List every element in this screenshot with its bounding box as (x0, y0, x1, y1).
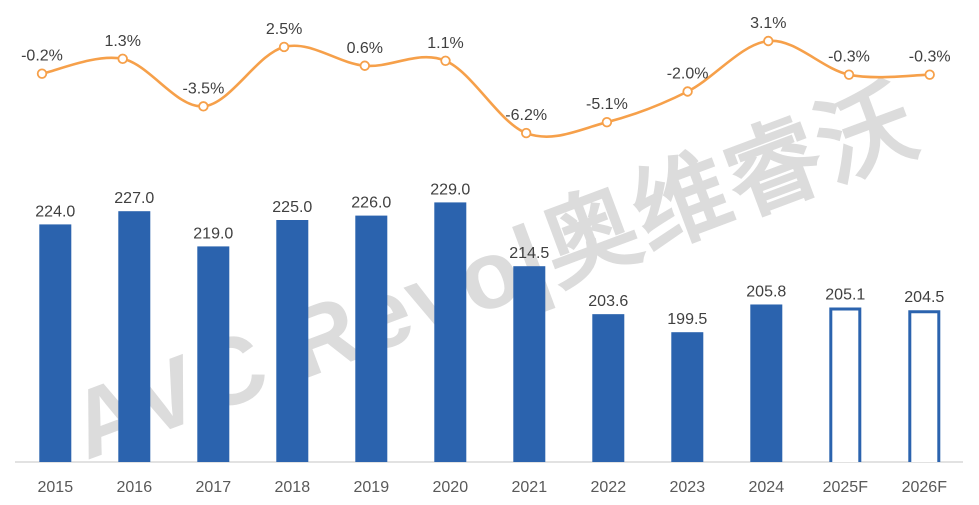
bar-value-label: 203.6 (588, 293, 628, 310)
line-marker-2023 (682, 86, 693, 97)
line-marker-2015 (36, 68, 48, 79)
bar-2024 (750, 304, 783, 462)
line-marker-2024 (763, 35, 774, 47)
bar-value-label: 205.8 (746, 283, 786, 300)
x-axis-label-2015: 2015 (38, 479, 74, 496)
yoy-line (40, 39, 931, 138)
x-axis-label-2020: 2020 (433, 479, 469, 496)
bar-value-label: 205.1 (825, 287, 865, 304)
line-value-label: 0.6% (347, 40, 383, 57)
x-axis-label-2025F: 2025F (823, 479, 869, 496)
bar-value-label: 225.0 (272, 199, 312, 216)
bar-2020 (434, 202, 467, 462)
bar-2023 (671, 332, 704, 462)
x-axis-label-2018: 2018 (275, 479, 311, 496)
line-value-label: -3.5% (183, 80, 225, 97)
x-axis-label-2022: 2022 (591, 479, 627, 496)
bar-value-label: 226.0 (351, 195, 391, 212)
x-axis-label-2021: 2021 (512, 479, 548, 496)
x-axis-label-2024: 2024 (749, 479, 785, 496)
bar-forecast-2025F (829, 307, 862, 462)
bar-2019 (355, 215, 388, 462)
x-axis-label-2017: 2017 (196, 479, 232, 496)
x-axis-label-2019: 2019 (354, 479, 390, 496)
line-value-label: -0.3% (828, 49, 870, 66)
bar-value-label: 199.5 (667, 311, 707, 328)
line-value-label: 1.3% (104, 33, 140, 50)
line-marker-2025F (843, 69, 855, 80)
bar-value-label: 204.5 (904, 289, 944, 306)
line-value-label: 1.1% (427, 35, 463, 52)
line-marker-2019 (359, 60, 371, 71)
x-axis-label-2023: 2023 (670, 479, 706, 496)
line-value-label: -5.1% (586, 96, 628, 113)
line-marker-2022 (601, 116, 613, 128)
bar-2021 (513, 266, 546, 462)
line-value-label: -0.3% (909, 49, 951, 66)
line-marker-2016 (117, 53, 128, 65)
bar-value-label: 224.0 (35, 203, 75, 220)
bar-2018 (276, 220, 309, 462)
bar-value-label: 219.0 (193, 225, 233, 242)
bar-2017 (197, 246, 230, 462)
bar-2015 (39, 224, 72, 462)
line-value-label: -2.0% (667, 66, 709, 83)
bar-forecast-2026F (908, 310, 941, 462)
line-value-label: -0.2% (21, 48, 63, 65)
line-value-label: 3.1% (750, 15, 786, 32)
line-marker-2026F (924, 69, 935, 80)
bar-value-label: 227.0 (114, 190, 154, 207)
line-value-label: -6.2% (505, 107, 547, 124)
line-marker-2017 (198, 101, 209, 112)
bar-2016 (118, 211, 151, 462)
x-axis-label-2016: 2016 (117, 479, 153, 496)
bar-value-label: 214.5 (509, 245, 549, 262)
bar-2022 (592, 314, 625, 462)
line-marker-2021 (521, 127, 532, 139)
line-marker-2018 (278, 41, 290, 53)
line-value-label: 2.5% (266, 21, 302, 38)
x-axis-label-2026F: 2026F (902, 479, 948, 496)
line-marker-2020 (440, 55, 451, 67)
bar-value-label: 229.0 (430, 181, 470, 198)
